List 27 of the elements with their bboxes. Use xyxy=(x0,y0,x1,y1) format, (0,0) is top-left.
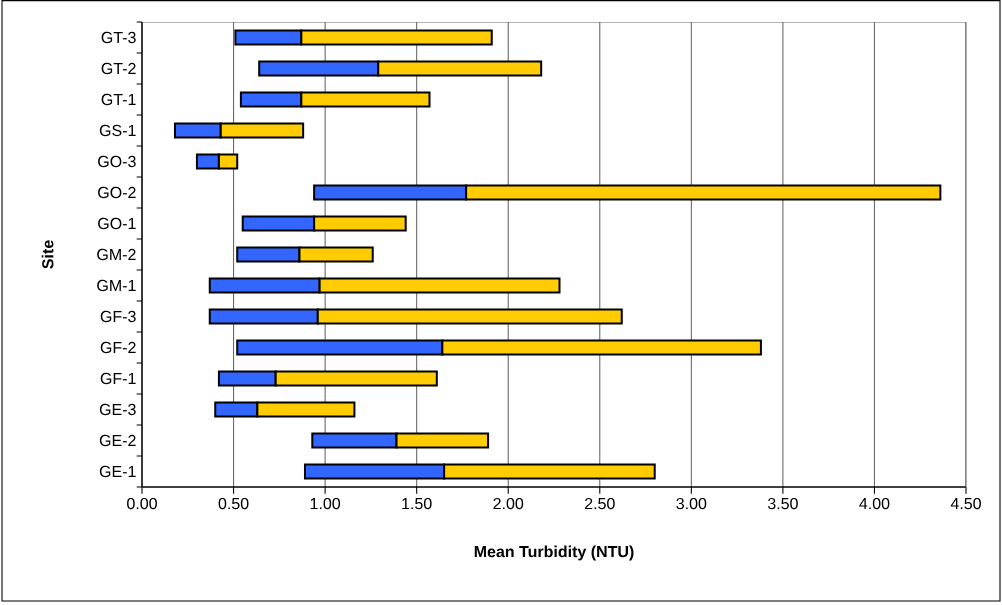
y-tick-label: GE-2 xyxy=(99,434,136,447)
y-tick-label: GT-3 xyxy=(101,31,136,44)
x-tick-label: 2.50 xyxy=(585,497,615,510)
y-tick-label: GO-1 xyxy=(98,217,136,230)
x-tick-label: 3.50 xyxy=(767,497,798,510)
y-tick-label: GS-1 xyxy=(99,124,136,137)
x-tick-label: 4.00 xyxy=(859,497,890,510)
x-tick-label: 0.00 xyxy=(127,497,157,510)
y-tick-label: GT-1 xyxy=(101,93,136,106)
y-tick-label: GM-2 xyxy=(97,248,136,261)
y-axis-title: Site xyxy=(41,240,54,269)
x-tick-label: 1.00 xyxy=(310,497,341,510)
y-tick-label: GF-3 xyxy=(100,310,136,323)
y-tick-label: GT-2 xyxy=(101,62,136,75)
y-tick-label: GE-3 xyxy=(99,403,136,416)
x-tick-label: 2.00 xyxy=(493,497,524,510)
y-tick-label: GM-1 xyxy=(97,279,136,292)
x-tick-label: 0.50 xyxy=(218,497,249,510)
y-tick-label: GO-2 xyxy=(98,186,136,199)
y-tick-label: GO-3 xyxy=(98,155,136,168)
y-tick-label: GF-1 xyxy=(100,372,136,385)
x-tick-label: 1.50 xyxy=(402,497,432,510)
y-tick-label: GF-2 xyxy=(100,341,136,354)
x-axis-title: Mean Turbidity (NTU) xyxy=(474,545,634,561)
x-tick-label: 4.50 xyxy=(950,497,981,510)
y-tick-label: GE-1 xyxy=(99,465,136,478)
x-tick-label: 3.00 xyxy=(676,497,707,510)
